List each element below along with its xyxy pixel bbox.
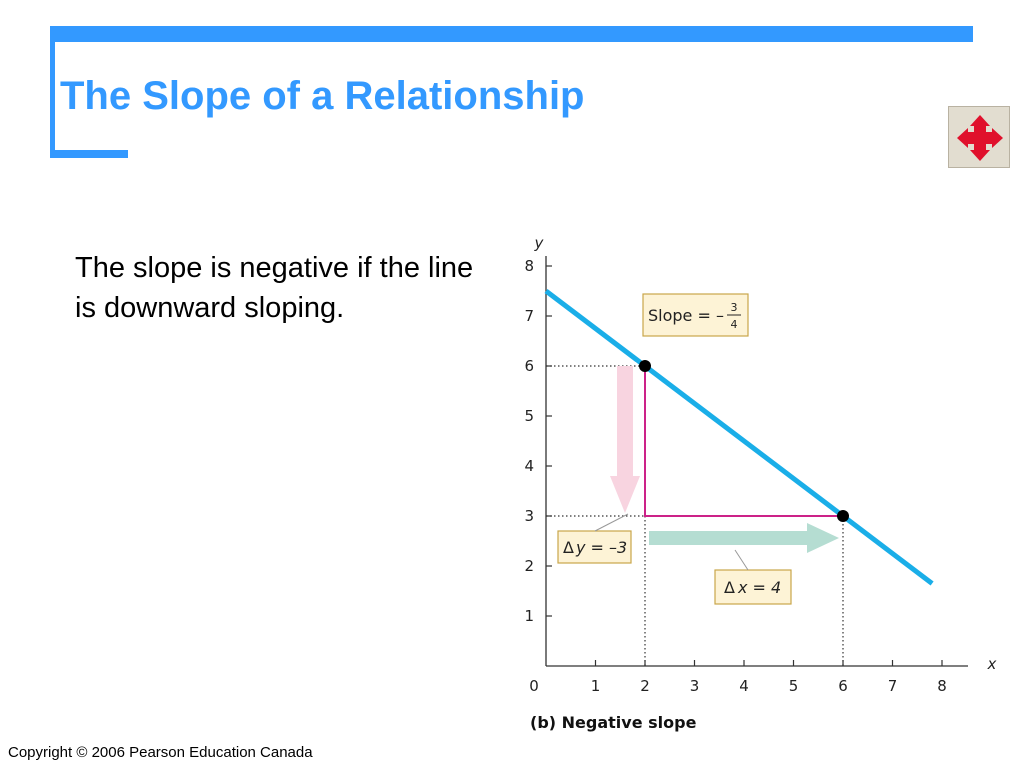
y-tick-label: 3 (524, 507, 534, 525)
slide-title: The Slope of a Relationship (60, 74, 585, 118)
data-point (639, 360, 651, 372)
accent-bar-bottom (50, 150, 128, 158)
rise-run-segments (644, 366, 843, 517)
delta-y-leader (594, 513, 629, 532)
x-axis-label: x (987, 655, 997, 673)
data-point (837, 510, 849, 522)
slope-label-text: Slope = – (648, 306, 724, 325)
x-tick-label: 8 (937, 677, 947, 695)
delta-x-label-box (714, 569, 792, 605)
accent-bar-top (50, 26, 973, 42)
x-tick-label: 3 (690, 677, 700, 695)
slope-denominator: 4 (731, 318, 738, 331)
x-tick-label: 0 (529, 677, 539, 695)
delta-y-arrow-head (610, 476, 640, 513)
delta-x-text: x = 4 (737, 578, 781, 597)
delta-y-arrow-shaft (617, 366, 633, 478)
y-tick-label: 5 (524, 407, 534, 425)
y-axis-label: y (534, 234, 545, 252)
delta-y-label-box (557, 530, 632, 564)
copyright-text: Copyright © 2006 Pearson Education Canad… (8, 744, 313, 761)
delta-x-arrow-head (807, 523, 839, 553)
slope-numerator: 3 (731, 301, 738, 314)
x-tick-label: 6 (838, 677, 848, 695)
y-tick-label: 2 (524, 557, 534, 575)
move-arrows-icon-graphic (957, 115, 1003, 161)
delta-y-symbol: Δ (563, 538, 574, 557)
y-tick-label: 4 (524, 457, 534, 475)
x-tick-label: 7 (888, 677, 898, 695)
x-tick-label: 1 (591, 677, 601, 695)
delta-x-symbol: Δ (724, 578, 735, 597)
delta-x-arrow-shaft (649, 531, 809, 545)
delta-y-text: y = –3 (575, 538, 627, 557)
x-tick-label: 2 (640, 677, 650, 695)
x-tick-label: 5 (789, 677, 799, 695)
y-tick-label: 6 (524, 357, 534, 375)
accent-bar-left (50, 26, 55, 158)
chart-caption: (b) Negative slope (530, 713, 697, 732)
body-text: The slope is negative if the line is dow… (75, 252, 474, 324)
series-line (544, 289, 934, 586)
delta-x-leader (734, 549, 749, 571)
move-arrows-icon[interactable] (948, 106, 1010, 168)
y-tick-label: 8 (524, 257, 534, 275)
x-tick-label: 4 (739, 677, 749, 695)
y-tick-label: 7 (524, 307, 534, 325)
y-tick-label: 1 (524, 607, 534, 625)
